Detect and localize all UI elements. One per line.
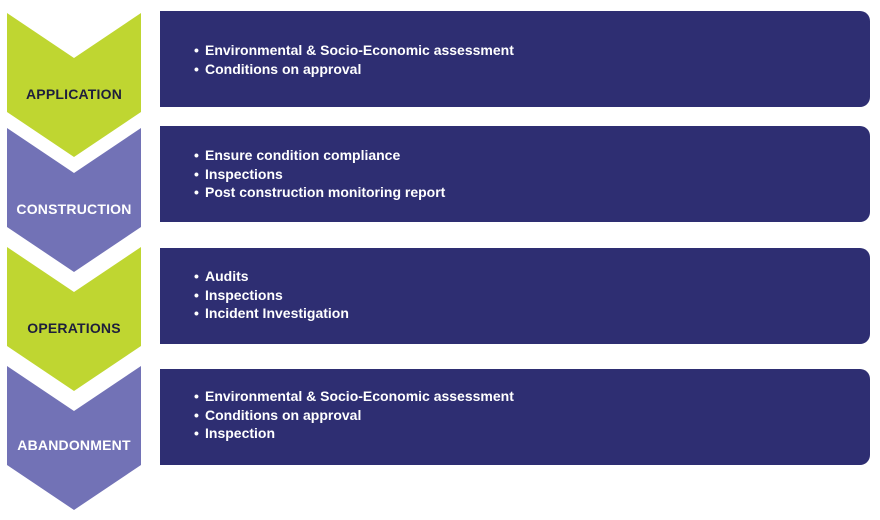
chevron-operations [7, 247, 141, 391]
bullet-glyph: • [194, 286, 199, 303]
list-item: • Environmental & Socio-Economic assessme… [194, 42, 514, 58]
bullet-glyph: • [194, 184, 199, 200]
panel-construction: • Ensure condition compliance • Inspection… [160, 126, 870, 222]
bullet-glyph: • [194, 425, 199, 441]
bullet-glyph: • [194, 305, 199, 321]
chevron-abandonment [7, 366, 141, 510]
list-item: • Conditions on approval [194, 406, 362, 423]
bullet-glyph: • [194, 406, 199, 423]
bullet-list: • Ensure condition compliance • Inspection… [194, 146, 870, 202]
list-item: • Conditions on approval [194, 60, 362, 77]
bullet-glyph: • [194, 60, 199, 77]
bullet-glyph: • [194, 165, 199, 182]
bullet-list: • Environmental & Socio-Economic assessme… [194, 387, 870, 443]
list-item: • Ensure condition compliance [194, 147, 401, 163]
stage-chevrons [7, 13, 141, 510]
stage-label-operations: OPERATIONS [27, 320, 121, 336]
bullet-glyph: • [194, 147, 199, 163]
panel-operations: • Audits • Inspections • Incident Investiga… [160, 248, 870, 344]
list-item: • Post construction monitoring report [194, 184, 446, 200]
list-item: • Audits [194, 268, 249, 284]
chevron-construction [7, 128, 141, 272]
list-item: • Incident Investigation [194, 305, 349, 321]
list-item: • Inspection [194, 425, 276, 441]
bullet-glyph: • [194, 388, 199, 404]
stage-label-application: APPLICATION [25, 86, 123, 102]
bullet-list: • Environmental & Socio-Economic assessme… [194, 41, 870, 78]
stage-label-abandonment: ABANDONMENT [17, 437, 131, 453]
bullet-list: • Audits • Inspections • Incident Investiga… [194, 267, 870, 323]
panel-application: • Environmental & Socio-Economic assessme… [160, 11, 870, 107]
chevron-application [7, 13, 141, 157]
list-item: • Environmental & Socio-Economic assessme… [194, 388, 514, 404]
panel-abandonment: • Environmental & Socio-Economic assessme… [160, 369, 870, 465]
list-item: • Inspections [194, 286, 283, 303]
bullet-glyph: • [194, 42, 199, 58]
bullet-glyph: • [194, 268, 199, 284]
stage-label-construction: CONSTRUCTION [16, 201, 132, 217]
list-item: • Inspections [194, 165, 283, 182]
